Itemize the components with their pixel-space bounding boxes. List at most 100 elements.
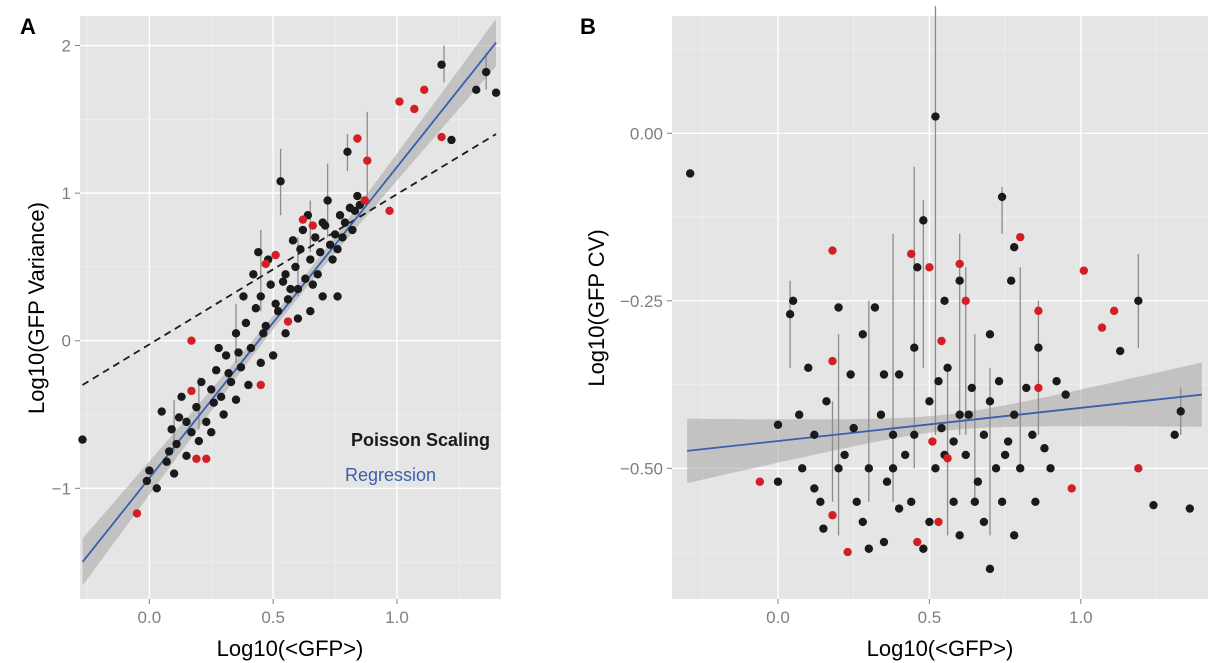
panel-b-data-point-red <box>925 263 934 272</box>
panel-b-data-point <box>785 310 795 319</box>
panel-b-data-point <box>788 296 798 305</box>
panel-a-data-point <box>157 407 166 416</box>
panel-a-data-point <box>152 484 161 493</box>
panel-a-data-point <box>288 236 298 245</box>
panel-b-data-point <box>882 477 892 486</box>
panel-a-data-point <box>219 410 228 419</box>
panel-a-letter: A <box>20 14 36 39</box>
panel-a-data-point <box>226 377 236 387</box>
panel-b-data-point <box>979 517 989 527</box>
panel-a-data-point <box>437 60 446 69</box>
panel-b-data-point-red <box>1134 464 1143 473</box>
panel-b-data-point <box>1134 296 1143 305</box>
panel-b-data-point <box>925 517 934 527</box>
panel-a-data-point <box>323 196 332 205</box>
panel-b-data-point-red <box>955 259 964 269</box>
panel-a-data-point <box>313 270 322 279</box>
panel-b-data-point <box>864 544 874 553</box>
panel-a-data-point <box>244 380 253 390</box>
panel-b-data-point <box>794 410 804 419</box>
panel-b-data-point <box>1009 531 1019 540</box>
panel-a-grid <box>80 16 501 599</box>
panel-a-data-point-red <box>192 454 201 463</box>
panel-b-data-point-red <box>934 517 943 527</box>
panel-a-data-point <box>164 447 174 456</box>
panel-b-data-point <box>949 497 958 507</box>
panel-a-data-point <box>256 358 265 368</box>
panel-a-data-point <box>318 292 327 301</box>
panel-a-data-point <box>214 343 223 353</box>
panel-a-data-point <box>266 280 275 289</box>
panel-b-data-point <box>849 423 858 433</box>
panel-b-data-point-red <box>937 336 946 346</box>
panel-b-ticks: 0.0 0.5 1.0 0.00 −0.25 −0.50 <box>620 124 1093 627</box>
panel-b-y-axis-label: Log10(GFP CV) <box>584 229 609 386</box>
panel-b-data-point <box>858 330 867 339</box>
panel-a-data-point <box>286 284 295 294</box>
panel-b-data-point <box>1003 437 1013 446</box>
panel-a-points <box>78 60 501 518</box>
panel-b-data-point <box>1176 407 1185 416</box>
panel-a-data-point-red <box>385 206 394 216</box>
panel-a-data-point-red <box>187 386 196 396</box>
panel-a-data-point <box>271 299 280 309</box>
panel-a-data-point <box>259 329 268 338</box>
panel-b-data-point <box>819 524 828 533</box>
panel-b-data-point <box>925 397 934 406</box>
panel-a-data-point <box>216 392 226 401</box>
panel-a-data-point <box>231 329 241 338</box>
panel-b-data-point <box>937 423 946 433</box>
panel-a-data-point <box>311 233 320 242</box>
panel-b-data-point <box>894 504 904 513</box>
panel-b-data-point <box>931 464 940 473</box>
panel-a-data-point <box>340 218 350 227</box>
panel-a-data-point-red <box>363 156 372 165</box>
panel-a-data-point <box>246 343 256 353</box>
poisson-scaling-line <box>82 133 497 386</box>
panel-a-data-point <box>224 368 233 378</box>
panel-b-lines <box>687 393 1203 452</box>
panel-b-data-point <box>979 430 989 440</box>
panel-b-data-point <box>1170 430 1179 440</box>
panel-b-data-point <box>888 464 898 473</box>
panel-b-data-point <box>1052 377 1061 386</box>
panel-b-data-point-red <box>1016 232 1025 242</box>
panel-a-data-point <box>172 439 181 449</box>
panel-a-data-point <box>328 255 337 264</box>
panel-b-y-tick-label: −0.50 <box>620 459 663 478</box>
panel-b-data-point <box>852 497 861 507</box>
panel-a-data-point <box>212 366 221 375</box>
panel-b-plot-area <box>672 16 1208 599</box>
panel-b-data-point <box>1046 464 1055 473</box>
panel-a-data-point <box>281 329 290 338</box>
panel-b-data-point <box>970 497 980 507</box>
panel-b-data-point <box>864 464 874 473</box>
panel-a-data-point-red <box>261 259 270 269</box>
panel-a-data-point <box>202 417 211 427</box>
panel-b-data-point <box>931 112 940 121</box>
panel-a-data-point-red <box>271 250 280 260</box>
legend-regression: Regression <box>345 465 436 485</box>
panel-a-data-point <box>281 270 290 279</box>
panel-b-data-point <box>907 497 916 507</box>
panel-b-data-point <box>919 216 928 225</box>
panel-a-data-point <box>268 351 278 360</box>
panel-b-data-point <box>985 564 995 574</box>
panel-b-data-point-red <box>943 454 952 463</box>
panel-b-data-point <box>900 450 910 460</box>
panel-a-data-point <box>209 398 218 407</box>
panel-a-data-point-red <box>437 132 446 142</box>
panel-a-data-point <box>256 292 265 301</box>
panel-b-y-tick-label: −0.25 <box>620 292 663 311</box>
panel-a-data-point <box>261 321 270 331</box>
panel-b-data-point <box>919 544 928 553</box>
panel-b-data-point <box>834 464 843 473</box>
panel-a-y-tick-label: 0 <box>62 332 71 351</box>
panel-b-data-point-red <box>961 296 970 305</box>
panel-b-data-point <box>798 464 807 473</box>
panel-b-data-point <box>810 430 819 440</box>
panel-a-data-point <box>236 363 246 372</box>
panel-a-data-point <box>234 348 243 357</box>
panel-b-chart: B 0.0 0.5 1.0 0.00 −0.25 −0.50 Log10(<GFP>) L… <box>580 5 1208 661</box>
